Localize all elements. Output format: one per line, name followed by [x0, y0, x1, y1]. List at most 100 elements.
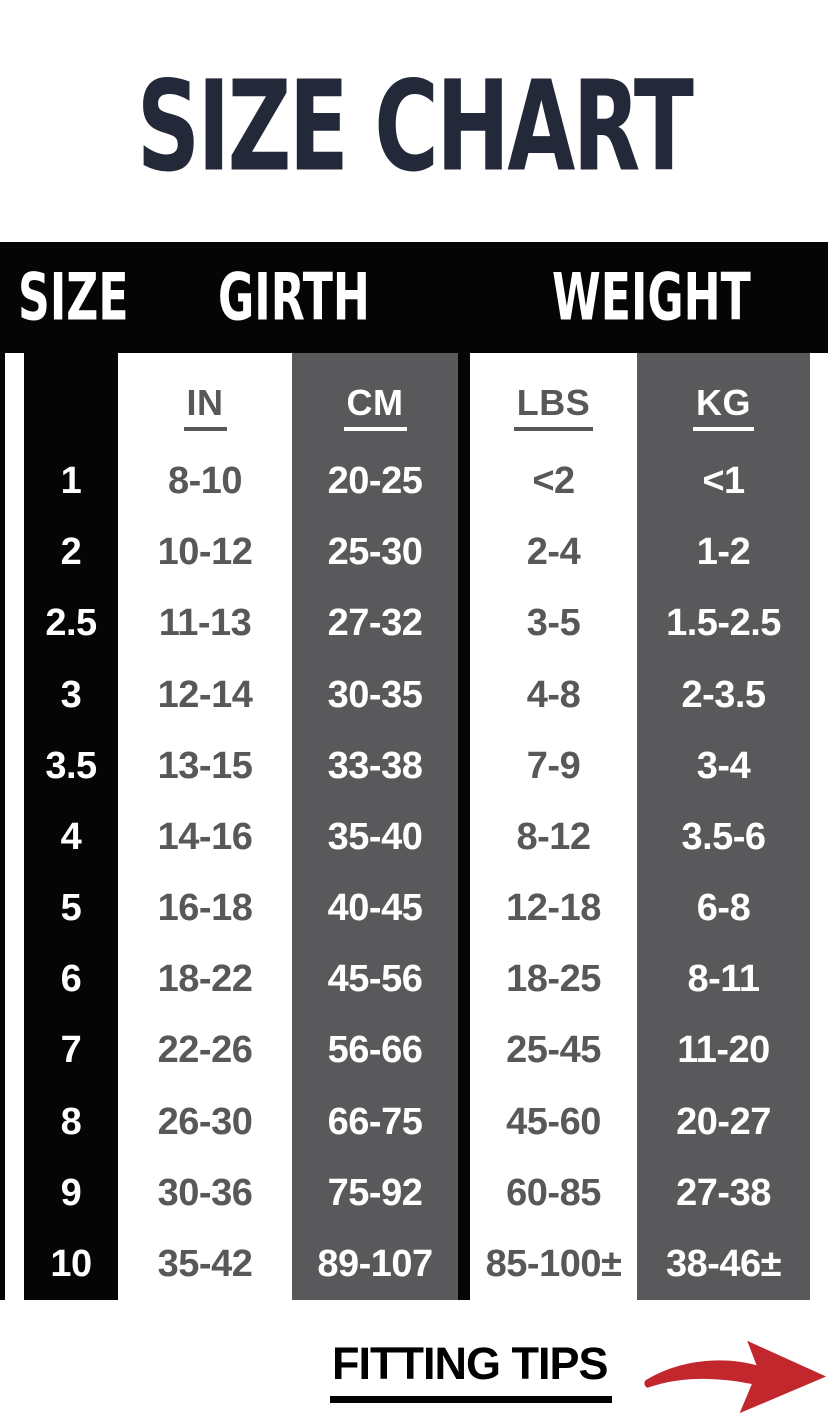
- section-divider: [458, 801, 470, 874]
- weight-lbs-cell: 45-60: [470, 1086, 637, 1158]
- weight-kg-cell: 1-2: [637, 517, 810, 589]
- right-gap: [810, 730, 828, 802]
- girth-in-cell: 11-13: [118, 588, 292, 660]
- table-row: 3.5 13-15 33-38 7-9 3-4: [0, 730, 828, 802]
- girth-cm-cell: 56-66: [292, 1015, 458, 1087]
- size-cell: 5: [24, 873, 118, 945]
- table-row: 9 30-36 75-92 60-85 27-38: [0, 1157, 828, 1229]
- weight-lbs-cell: 2-4: [470, 517, 637, 589]
- girth-in-cell: 13-15: [118, 730, 292, 802]
- table-row: 6 18-22 45-56 18-25 8-11: [0, 944, 828, 1016]
- column-group-weight-label: WEIGHT: [552, 260, 751, 335]
- weight-kg-cell: 11-20: [637, 1015, 810, 1087]
- unit-header-in: IN: [118, 353, 292, 446]
- left-gap: [5, 588, 24, 660]
- girth-cm-cell: 89-107: [292, 1228, 458, 1301]
- weight-kg-cell: 20-27: [637, 1086, 810, 1158]
- size-header-spacer: [24, 353, 118, 446]
- girth-in-cell: 35-42: [118, 1228, 292, 1301]
- girth-in-cell: 8-10: [118, 446, 292, 518]
- column-group-girth-label: GIRTH: [218, 260, 370, 335]
- size-cell: 2.5: [24, 588, 118, 660]
- section-divider: [458, 1015, 470, 1087]
- weight-kg-cell: 8-11: [637, 944, 810, 1016]
- left-edge-strip: [0, 801, 5, 874]
- girth-in-cell: 12-14: [118, 659, 292, 731]
- girth-cm-cell: 35-40: [292, 801, 458, 874]
- size-cell: 10: [24, 1228, 118, 1301]
- kg-unit-label: KG: [693, 382, 754, 431]
- right-gap: [810, 659, 828, 731]
- girth-cm-cell: 27-32: [292, 588, 458, 660]
- unit-header-row: IN CM LBS KG: [0, 353, 828, 446]
- girth-cm-cell: 20-25: [292, 446, 458, 518]
- girth-in-cell: 18-22: [118, 944, 292, 1016]
- right-gap: [810, 944, 828, 1016]
- section-divider: [458, 353, 470, 446]
- section-divider: [458, 659, 470, 731]
- weight-lbs-cell: 85-100±: [470, 1228, 637, 1301]
- left-gap: [5, 1228, 24, 1301]
- section-divider: [458, 944, 470, 1016]
- size-cell: 9: [24, 1157, 118, 1229]
- weight-kg-cell: 3-4: [637, 730, 810, 802]
- right-gap: [810, 1157, 828, 1229]
- lbs-unit-label: LBS: [513, 382, 594, 431]
- girth-in-cell: 26-30: [118, 1086, 292, 1158]
- section-divider: [458, 446, 470, 518]
- left-edge-strip: [0, 944, 5, 1016]
- size-cell: 2: [24, 517, 118, 589]
- red-arrow-right-icon: [636, 1322, 828, 1416]
- section-divider: [458, 517, 470, 589]
- left-gap: [5, 659, 24, 731]
- right-gap: [810, 801, 828, 874]
- table-row: 5 16-18 40-45 12-18 6-8: [0, 873, 828, 945]
- table-row: 3 12-14 30-35 4-8 2-3.5: [0, 659, 828, 731]
- left-gap: [5, 944, 24, 1016]
- left-gap: [5, 1157, 24, 1229]
- left-gap: [5, 353, 24, 446]
- table-header-band: SIZE GIRTH WEIGHT: [0, 242, 828, 353]
- left-gap: [5, 730, 24, 802]
- weight-lbs-cell: 18-25: [470, 944, 637, 1016]
- table-row: 7 22-26 56-66 25-45 11-20: [0, 1015, 828, 1087]
- weight-lbs-cell: 4-8: [470, 659, 637, 731]
- size-cell: 8: [24, 1086, 118, 1158]
- section-divider: [458, 1086, 470, 1158]
- size-cell: 3.5: [24, 730, 118, 802]
- left-edge-strip: [0, 1086, 5, 1158]
- weight-kg-cell: <1: [637, 446, 810, 518]
- right-gap: [810, 1015, 828, 1087]
- unit-header-lbs: LBS: [470, 353, 637, 446]
- table-row: 8 26-30 66-75 45-60 20-27: [0, 1086, 828, 1158]
- weight-kg-cell: 6-8: [637, 873, 810, 945]
- unit-header-cm: CM: [292, 353, 458, 446]
- right-gap: [810, 1086, 828, 1158]
- girth-cm-cell: 40-45: [292, 873, 458, 945]
- girth-in-cell: 10-12: [118, 517, 292, 589]
- girth-in-cell: 16-18: [118, 873, 292, 945]
- right-gap: [810, 446, 828, 518]
- cm-unit-label: CM: [343, 382, 407, 431]
- section-divider: [458, 588, 470, 660]
- table-row: 4 14-16 35-40 8-12 3.5-6: [0, 801, 828, 874]
- right-gap: [810, 517, 828, 589]
- girth-cm-cell: 25-30: [292, 517, 458, 589]
- right-gap: [810, 873, 828, 945]
- size-table: IN CM LBS KG 1 8-10 20-25 <2 <1 2: [0, 353, 828, 1301]
- left-gap: [5, 1086, 24, 1158]
- size-cell: 3: [24, 659, 118, 731]
- left-edge-strip: [0, 353, 5, 446]
- girth-cm-cell: 45-56: [292, 944, 458, 1016]
- weight-lbs-cell: <2: [470, 446, 637, 518]
- section-divider: [458, 873, 470, 945]
- weight-lbs-cell: 60-85: [470, 1157, 637, 1229]
- in-unit-label: IN: [183, 382, 227, 431]
- right-gap: [810, 1228, 828, 1301]
- weight-kg-cell: 27-38: [637, 1157, 810, 1229]
- weight-lbs-cell: 3-5: [470, 588, 637, 660]
- table-row: 2.5 11-13 27-32 3-5 1.5-2.5: [0, 588, 828, 660]
- weight-kg-cell: 1.5-2.5: [637, 588, 810, 660]
- fitting-tips-link[interactable]: FITTING TIPS: [330, 1338, 612, 1403]
